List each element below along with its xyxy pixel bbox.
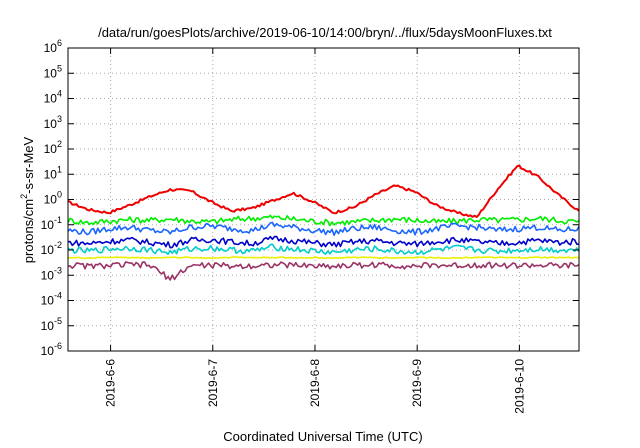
y-tick-label: 10-6: [41, 341, 62, 358]
series-line: [67, 261, 580, 281]
x-axis-label: Coordinated Universal Time (UTC): [223, 429, 422, 444]
series-line: [67, 256, 580, 260]
x-tick-label: 2019-6-7: [206, 359, 220, 407]
y-tick-label: 102: [44, 139, 62, 156]
y-tick-label: 103: [44, 114, 62, 131]
series-line: [67, 235, 580, 249]
y-tick-label: 10-4: [41, 291, 62, 308]
y-axis-label: protons/cm2-s-sr-MeV: [19, 136, 36, 263]
y-tick-label: 101: [44, 164, 62, 181]
y-tick-label: 10-5: [41, 316, 62, 333]
series-line: [67, 243, 580, 255]
x-tick-label: 2019-6-10: [512, 359, 526, 414]
grid-layer: [68, 48, 579, 351]
series-line: [67, 164, 580, 218]
y-tick-label: 10-2: [41, 240, 62, 257]
series-layer: [67, 164, 580, 281]
x-ticks: 2019-6-6 2019-6-7 2019-6-8 2019-6-9 2019-6-1…: [104, 48, 526, 414]
series-line: [67, 221, 580, 236]
x-tick-label: 2019-6-8: [308, 359, 322, 407]
series-line: [67, 214, 580, 227]
x-tick-label: 2019-6-9: [410, 359, 424, 407]
y-tick-label: 10-1: [41, 215, 62, 232]
y-tick-label: 10-3: [41, 265, 62, 282]
x-tick-label: 2019-6-6: [104, 359, 118, 407]
y-ticks: 10-6 10-5 10-4 10-3 10-2 10-1 100 101 102 103 104 1…: [41, 38, 579, 358]
chart-title: /data/run/goesPlots/archive/2019-06-10/1…: [98, 25, 552, 40]
y-tick-label: 100: [44, 190, 62, 207]
y-tick-label: 105: [44, 63, 62, 80]
y-tick-label: 106: [44, 38, 62, 55]
y-tick-label: 104: [44, 89, 62, 106]
